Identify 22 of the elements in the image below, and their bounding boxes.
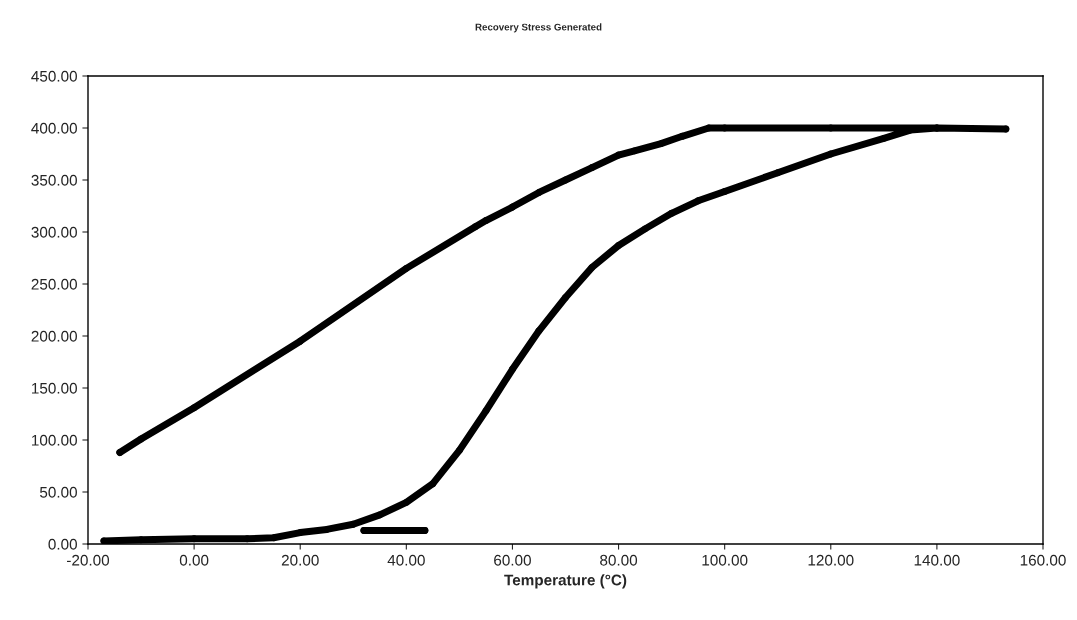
y-tick-label: 250.00 bbox=[31, 278, 77, 290]
y-tick-label: 450.00 bbox=[31, 70, 77, 82]
x-tick-label: 140.00 bbox=[914, 554, 960, 566]
x-tick-label: 120.00 bbox=[808, 554, 854, 566]
y-tick-label: 350.00 bbox=[31, 174, 77, 186]
x-tick-label: 160.00 bbox=[1020, 554, 1066, 566]
x-tick-label: -20.00 bbox=[67, 554, 110, 566]
y-tick-label: 0.00 bbox=[48, 538, 77, 550]
y-tick-label: 50.00 bbox=[39, 486, 77, 498]
x-tick-label: 20.00 bbox=[281, 554, 319, 566]
x-axis-title: Temperature (°C) bbox=[504, 574, 627, 589]
chart-title: Recovery Stress Generated bbox=[475, 23, 602, 33]
y-tick-label: 100.00 bbox=[32, 434, 77, 446]
x-tick-label: 60.00 bbox=[494, 554, 531, 566]
x-tick-label: 80.00 bbox=[600, 554, 638, 566]
x-tick-label: 100.00 bbox=[702, 554, 748, 566]
x-tick-label: 0.00 bbox=[179, 554, 209, 566]
x-tick-label: 40.00 bbox=[387, 554, 425, 566]
y-tick-label: 400.00 bbox=[31, 122, 77, 134]
y-tick-label: 300.00 bbox=[31, 226, 77, 238]
y-tick-label: 200.00 bbox=[31, 330, 77, 342]
y-tick-label: 150.00 bbox=[32, 382, 77, 394]
